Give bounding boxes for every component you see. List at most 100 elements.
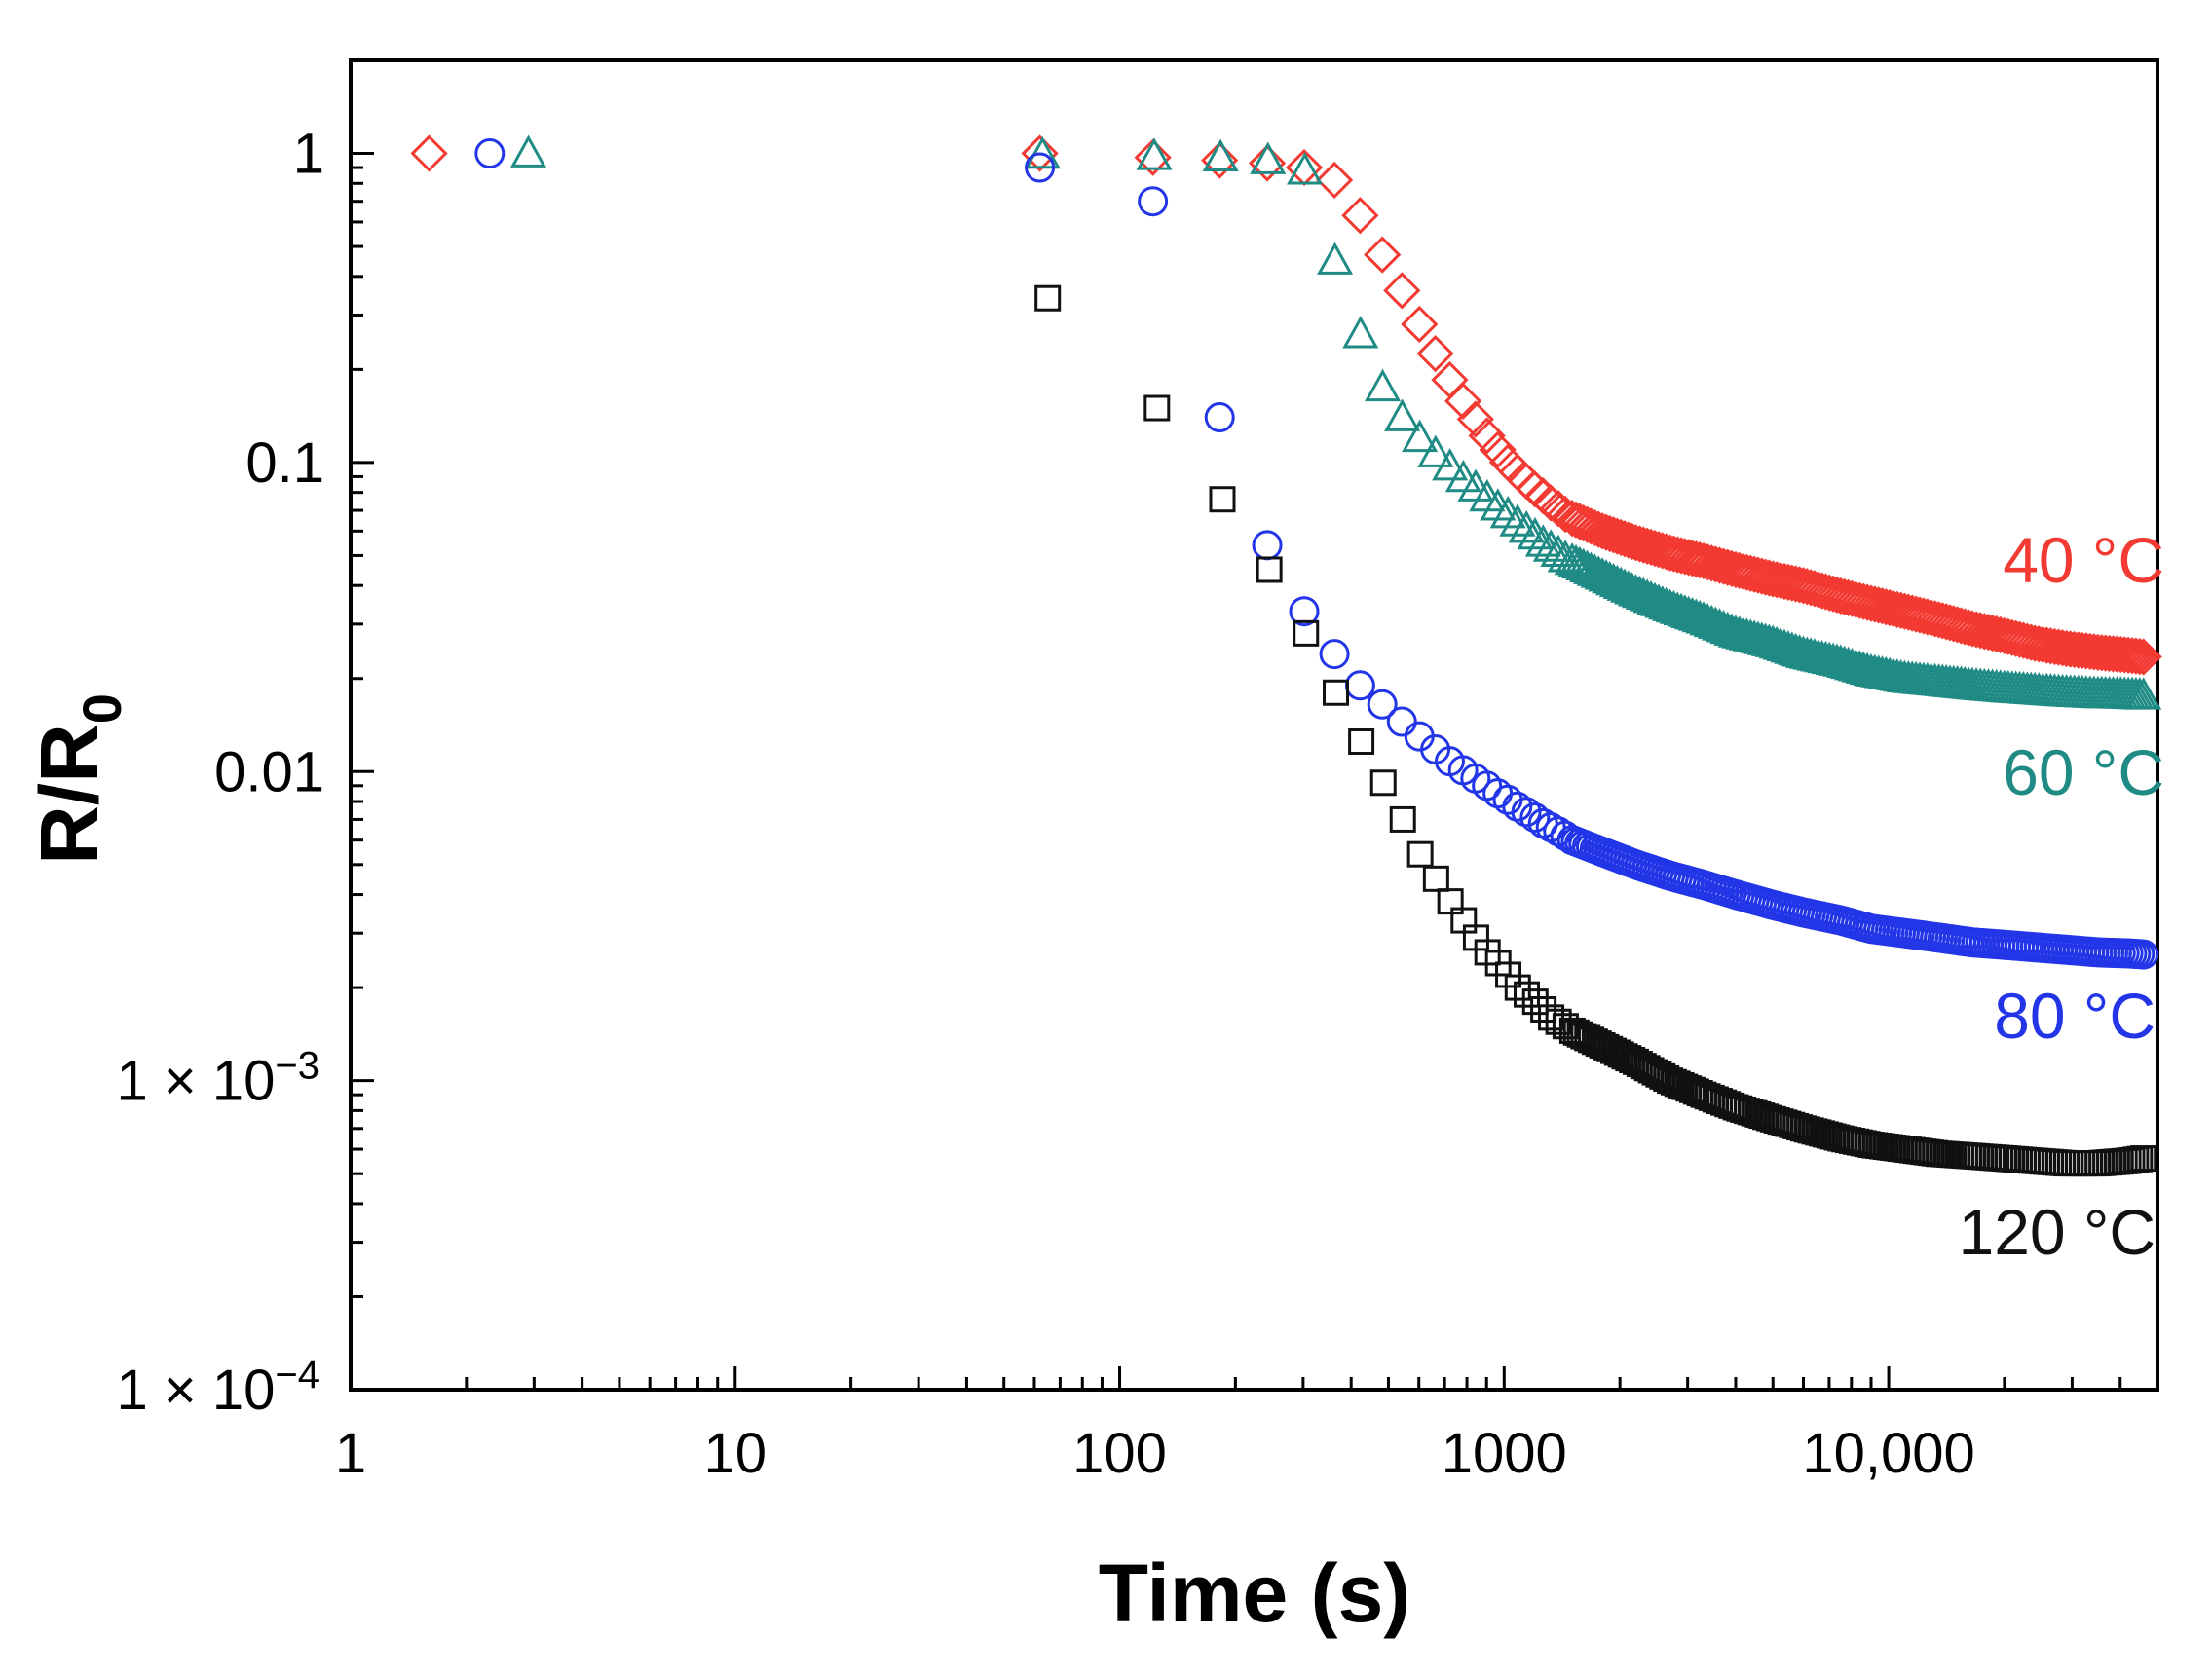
data-point-dense [1818, 643, 1856, 676]
series-diamond [410, 134, 2162, 676]
series-label-120c: 120 °C [1958, 1196, 2156, 1268]
data-point-dense [1713, 613, 1750, 646]
data-point [1444, 382, 1482, 420]
data-point-dense [2059, 631, 2097, 669]
data-point [1517, 516, 1554, 550]
data-point-dense [1701, 546, 1739, 584]
data-point [1364, 236, 1402, 274]
data-point [1134, 138, 1172, 176]
data-point-dense [1602, 518, 1640, 557]
data-point [1524, 524, 1561, 557]
data-point [410, 134, 448, 172]
data-point-dense [1705, 547, 1743, 585]
data-point-dense [1765, 562, 1804, 601]
data-point [1209, 486, 1236, 513]
data-point-dense [1572, 551, 1610, 584]
data-point [1021, 134, 1059, 172]
data-point-dense [1706, 610, 1743, 643]
data-point [1514, 981, 1541, 1008]
data-point [1519, 801, 1551, 833]
data-point [1417, 434, 1454, 467]
y-tick-label: 1 × 10−3 [117, 1045, 319, 1113]
data-point [1538, 1004, 1565, 1031]
data-point [1315, 161, 1354, 200]
data-point-dense [2113, 637, 2152, 675]
x-tick-label: 10 [704, 1422, 768, 1485]
data-point-dense [1962, 612, 2000, 650]
data-point-dense [2126, 1145, 2154, 1173]
data-point [1293, 619, 1320, 647]
data-point [1348, 728, 1375, 756]
data-point-dense [1613, 522, 1651, 561]
data-point [1540, 534, 1577, 568]
data-point [1547, 540, 1584, 573]
data-point [1289, 596, 1320, 627]
x-tick-label: 100 [1072, 1422, 1167, 1485]
data-point [1468, 417, 1506, 455]
data-point-dense [1635, 529, 1674, 568]
data-point [1342, 316, 1379, 349]
data-point [1369, 769, 1397, 797]
y-axis-title-main: R/R [23, 724, 115, 865]
data-point [1204, 402, 1235, 433]
data-point [1402, 419, 1439, 453]
data-point-dense [1735, 555, 1774, 593]
data-point-dense [2109, 938, 2140, 969]
data-point-dense [1934, 605, 1972, 643]
data-point [1456, 400, 1494, 438]
data-point [1479, 430, 1517, 468]
x-axis-title: Time (s) [1099, 1547, 1411, 1639]
y-axis-title-subscript: 0 [71, 693, 132, 724]
data-point [1416, 335, 1454, 373]
y-tick-label: 1 × 10−4 [117, 1354, 319, 1422]
data-point-dense [1997, 619, 2035, 657]
data-point-dense [1966, 613, 2004, 651]
data-point [1136, 137, 1173, 170]
data-point-dense [1973, 614, 2011, 652]
data-point [1492, 784, 1523, 815]
data-point-dense [2124, 939, 2156, 970]
data-point-dense [1949, 609, 1988, 647]
x-tick-labels: 1 10 100 1000 10,000 [335, 1422, 1975, 1485]
data-point-dense [1833, 579, 1871, 617]
plot-area-frame [349, 58, 2159, 1392]
data-point-dense [1568, 505, 1606, 543]
data-point [1201, 141, 1239, 179]
data-point [1250, 141, 1287, 174]
data-point [1367, 689, 1398, 720]
data-point-dense [2090, 634, 2128, 673]
data-point [1508, 509, 1545, 543]
y-tick-label: 0.01 [214, 740, 324, 803]
data-point-dense [1900, 596, 1939, 634]
data-point [1025, 152, 1056, 183]
series-label-60c: 60 °C [2003, 736, 2164, 808]
data-point [1504, 974, 1531, 1001]
data-point [1138, 186, 1169, 217]
data-point [1034, 284, 1062, 312]
data-point-dense [1666, 538, 1705, 576]
data-point [474, 138, 506, 169]
data-point [1406, 840, 1434, 868]
y-tick-label: 1 [293, 123, 324, 186]
data-point-dense [1677, 540, 1715, 578]
data-point-dense [1803, 572, 1841, 610]
data-point-dense [1621, 525, 1659, 563]
series-circle [474, 138, 2159, 970]
data-point [1521, 988, 1549, 1016]
data-point [1389, 805, 1416, 833]
axis-ticks [349, 58, 2159, 1392]
data-point-dense [1631, 528, 1670, 567]
y-axis-title: R/R0 [23, 693, 132, 865]
data-point-dense [1640, 583, 1677, 616]
y-tick-labels: 1 0.1 0.01 1 × 10−3 1 × 10−4 [117, 123, 324, 1422]
data-point [1248, 144, 1287, 182]
data-point [1252, 530, 1283, 561]
data-point [1143, 394, 1171, 422]
data-point-dense [1867, 588, 1905, 626]
data-point-dense [2121, 677, 2158, 710]
data-point [1401, 305, 1439, 344]
data-point-dense [1957, 611, 1996, 649]
series-triangle [509, 134, 2162, 710]
data-point-dense [1629, 527, 1667, 565]
